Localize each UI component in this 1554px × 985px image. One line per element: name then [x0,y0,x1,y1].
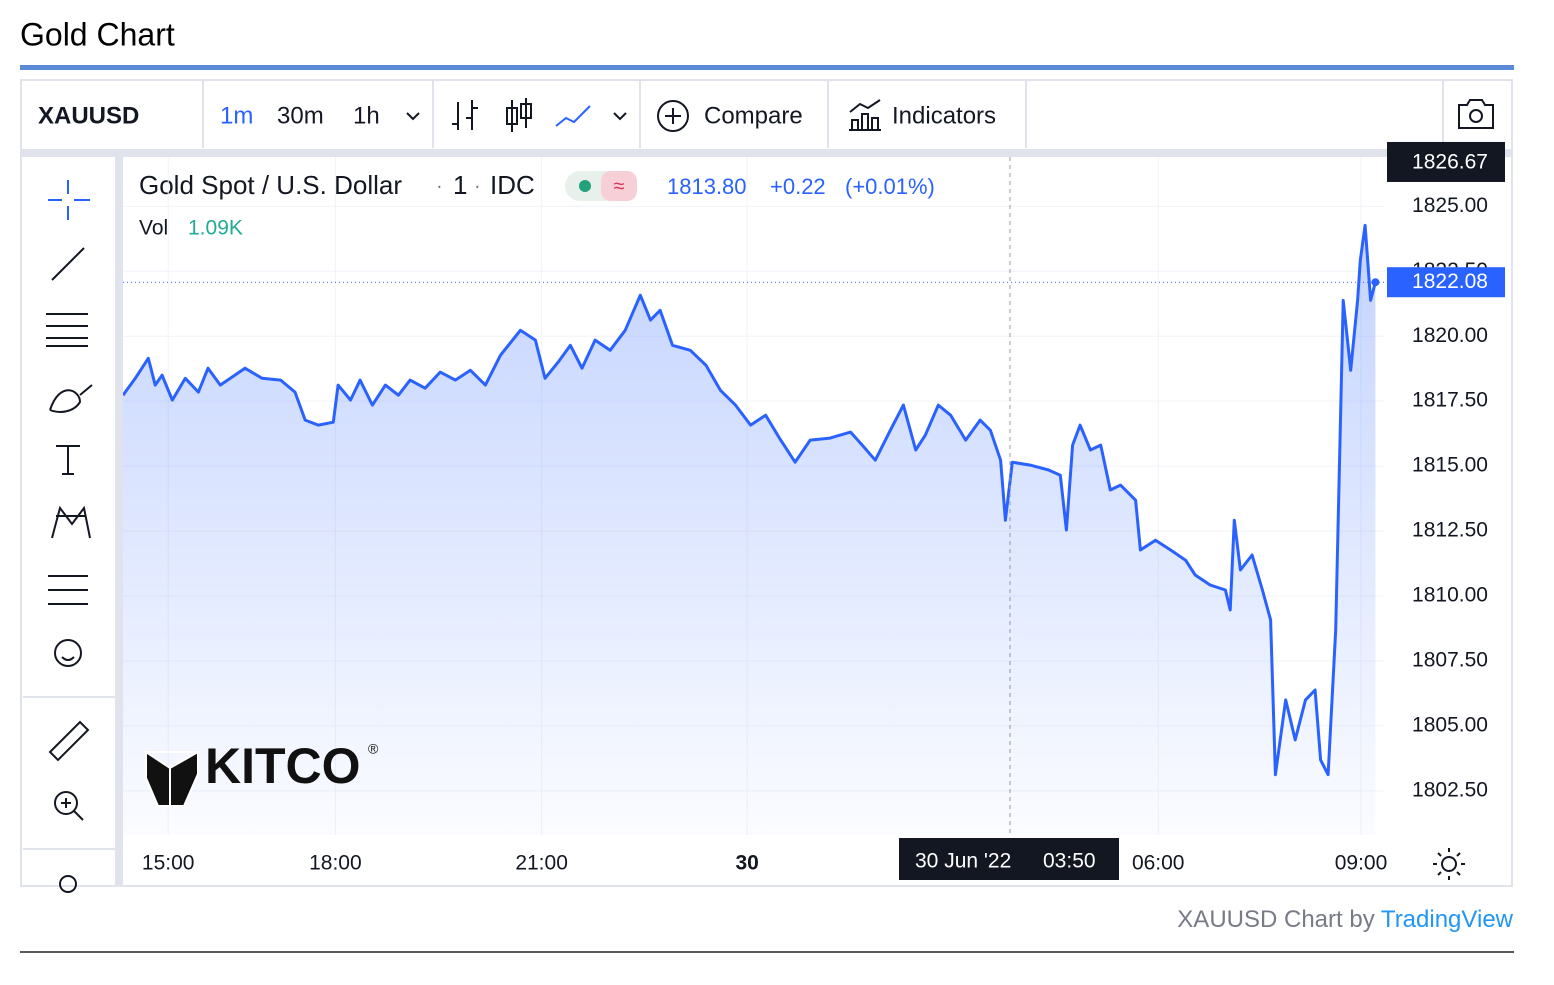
ruler-tool[interactable] [48,720,90,762]
footer-link[interactable]: TradingView [1381,906,1514,933]
text-tool[interactable] [56,445,80,475]
crosshair-price-label: 1826.67 [1412,151,1488,174]
y-tick-label: 1825.00 [1412,194,1488,217]
y-tick-label: 1817.50 [1412,389,1488,412]
toolbar: XAUUSD 1m 30m 1h Compare Indicators [38,81,1494,148]
emoji-smile [61,656,75,661]
interval[interactable]: 1m [220,102,253,129]
compare-button[interactable]: Compare [704,102,803,129]
status-pill-right [601,171,637,201]
x-tick-label: 21:00 [515,852,568,875]
footer-prefix: XAUUSD Chart by [1177,906,1374,933]
legend: Gold Spot / U.S. Dollar · 1 · IDC ≈ 1813… [139,170,935,240]
y-tick-label: 1802.50 [1412,778,1488,801]
brush-tool[interactable] [49,384,93,413]
y-tick-label: 1805.00 [1412,713,1488,736]
volume-label: Vol [139,217,168,240]
y-tick-label: 1807.50 [1412,649,1488,672]
interval-dropdown[interactable] [406,112,420,121]
footer: XAUUSD Chart by TradingView [1177,906,1513,933]
market-status [579,180,591,192]
symbol[interactable]: XAUUSD [38,102,139,129]
x-tick-label: 15:00 [142,852,195,875]
series [123,223,1377,835]
interval: 1 [453,170,467,200]
candles-icon[interactable] [506,98,532,132]
settings-icon-core [1441,856,1457,872]
volume-value: 1.09K [188,217,243,240]
price-line [123,223,1377,777]
style-dropdown[interactable] [613,112,627,121]
page-title: Gold Chart [20,16,175,52]
kitco-logo [145,751,199,807]
compare-icon[interactable] [657,100,689,132]
y-tick-label: 1812.50 [1412,519,1488,542]
title-rule [20,65,1514,70]
compare-icon-plus [665,108,681,124]
indicators-button[interactable]: Indicators [892,102,996,129]
crosshair-date: 30 Jun '22 [915,850,1011,873]
watermark: KITCO ® [145,738,379,807]
fib-tool[interactable] [46,313,88,347]
interval[interactable]: 30m [277,102,324,129]
watermark-brand: KITCO [205,738,361,794]
source: IDC [490,170,535,200]
x-tick-label: 06:00 [1132,852,1185,875]
y-tick-label: 1810.00 [1412,584,1488,607]
crosshair-time: 03:50 [1043,850,1096,873]
sidebar-separator [115,157,123,886]
emoji-tool[interactable] [54,639,82,667]
interval[interactable]: 1h [353,102,380,129]
crosshair-time-box [899,838,1119,880]
y-tick-label: 1820.00 [1412,324,1488,347]
x-tick-label: 09:00 [1335,852,1388,875]
zoom-tool-glyph [61,798,84,821]
snapshot-icon[interactable] [1458,99,1494,129]
area-icon[interactable] [555,105,591,127]
legend-change-pct: (+0.01%) [845,174,935,199]
x-tick-label: 30 [735,852,758,875]
drawing-tools [23,180,115,850]
more-tool[interactable] [59,875,77,893]
zoom-tool[interactable] [54,791,78,815]
settings-icon[interactable] [1433,848,1465,880]
pattern-tool[interactable] [51,505,91,539]
series-title: Gold Spot / U.S. Dollar [139,170,402,200]
plot: 1802.50 1805.00 1807.50 1810.00 1812.50 1815.… [123,141,1505,875]
legend-change: +0.22 [770,174,826,199]
prediction-tool[interactable] [48,575,88,605]
y-tick-label: 1815.00 [1412,454,1488,477]
separator: · [474,175,481,197]
watermark-mark: ® [368,741,379,757]
last-price-label: 1822.08 [1412,270,1488,293]
last-price-box [1387,267,1505,298]
legend-price: 1813.80 [667,174,747,199]
crosshair-price-box [1387,141,1505,182]
indicators-icon[interactable] [849,99,881,131]
snapshot-lens [1469,109,1483,123]
trend-line-tool[interactable] [51,247,85,281]
separator: · [436,175,443,197]
delay-flag: ≈ [614,175,625,197]
x-tick-label: 18:00 [309,852,362,875]
bars-icon[interactable] [452,100,478,130]
toolbar-separator [22,149,1512,157]
crosshair-tool[interactable] [48,180,90,220]
